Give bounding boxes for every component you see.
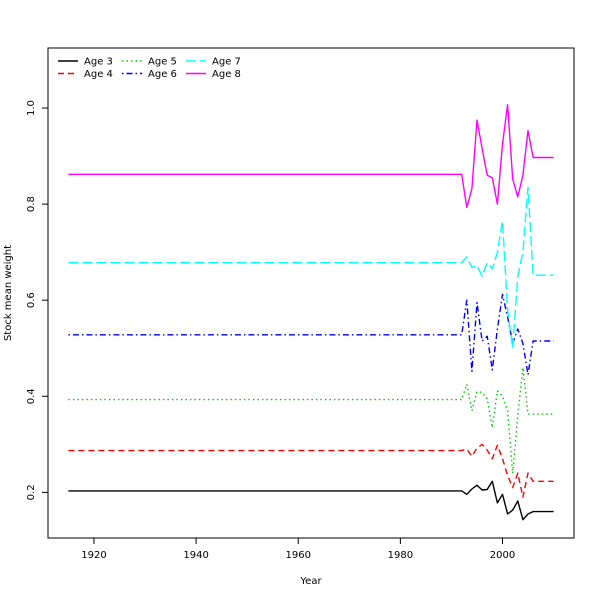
legend-label: Age 7 [212, 57, 241, 68]
series-line-age-4 [68, 443, 554, 498]
y-tick-label: 0.4 [26, 388, 37, 404]
series-line-age-8 [68, 103, 554, 209]
legend-label: Age 8 [212, 69, 241, 80]
legend-label: Age 6 [148, 69, 177, 80]
series-line-age-6 [68, 293, 554, 376]
series-layer [68, 103, 554, 521]
x-tick-label: 1980 [388, 550, 413, 561]
y-tick-label: 0.8 [26, 196, 37, 212]
x-tick-label: 2000 [490, 550, 515, 561]
y-axis-label: Stock mean weight [3, 245, 14, 341]
x-tick-label: 1920 [81, 550, 106, 561]
y-tick-label: 1.0 [26, 100, 37, 116]
plot-frame [47, 47, 575, 539]
legend-label: Age 3 [84, 57, 113, 68]
series-line-age-5 [68, 366, 554, 474]
y-tick-label: 0.6 [26, 292, 37, 308]
legend-label: Age 4 [84, 69, 113, 80]
y-tick-label: 0.2 [26, 484, 37, 500]
x-tick-label: 1940 [183, 550, 208, 561]
series-line-age-7 [68, 186, 554, 349]
series-line-age-3 [68, 480, 554, 521]
legend-label: Age 5 [148, 57, 177, 68]
x-tick-label: 1960 [286, 550, 311, 561]
axis-layer: 1920 1940 1960 1980 2000 0.2 0.4 0.6 0.8 1.0 [26, 100, 515, 561]
x-axis-label: Year [299, 576, 322, 587]
